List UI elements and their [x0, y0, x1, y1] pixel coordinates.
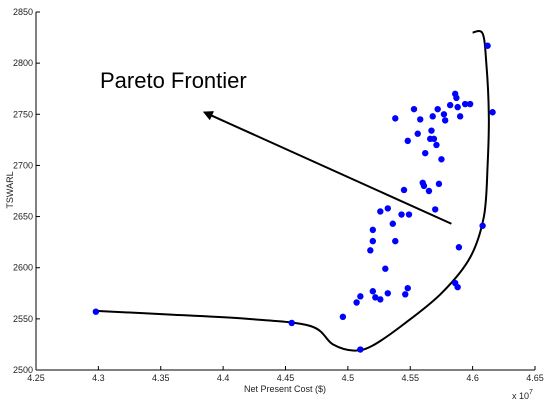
data-point	[367, 247, 374, 254]
data-point	[456, 113, 464, 120]
data-point	[372, 294, 379, 301]
data-point	[417, 116, 424, 123]
data-point	[429, 113, 436, 120]
y-tick-label: 2700	[13, 160, 33, 170]
data-point	[433, 141, 440, 149]
data-point	[441, 117, 449, 124]
x-tick-label: 4.5	[342, 373, 355, 383]
x-tick-label: 4.4	[217, 373, 230, 383]
data-point	[400, 186, 408, 194]
data-point	[461, 100, 469, 108]
y-tick-label: 2800	[13, 58, 33, 68]
data-point	[410, 105, 418, 113]
data-point	[392, 237, 399, 245]
data-point	[384, 205, 391, 212]
data-point	[369, 237, 377, 245]
x-multiplier-base: x 10	[512, 391, 529, 401]
x-axis-multiplier: x 107	[512, 389, 533, 401]
data-point	[454, 103, 461, 111]
data-point	[357, 346, 364, 353]
data-point	[453, 94, 460, 102]
data-point	[435, 180, 443, 188]
data-point	[92, 308, 100, 315]
annotation-arrow	[202, 111, 452, 225]
data-point	[454, 283, 461, 291]
data-point	[432, 206, 439, 213]
y-tick-label: 2650	[13, 212, 33, 222]
data-point	[369, 226, 377, 234]
data-point	[420, 182, 428, 190]
data-point	[404, 284, 411, 292]
data-point	[382, 265, 389, 272]
data-point	[414, 130, 421, 137]
x-tick-label: 4.25	[27, 373, 45, 383]
data-point	[339, 313, 347, 321]
data-point	[404, 137, 411, 145]
x-tick-label: 4.3	[92, 373, 105, 383]
data-point	[389, 220, 396, 227]
y-axis-label: TSWARL	[5, 171, 15, 208]
data-point	[434, 105, 441, 113]
data-point	[430, 135, 438, 143]
data-point	[377, 208, 384, 215]
data-point	[440, 111, 448, 118]
data-point	[405, 211, 413, 218]
x-tick-label: 4.65	[526, 373, 544, 383]
data-point	[466, 100, 474, 108]
data-point	[446, 101, 454, 109]
pareto-frontier-curve	[93, 29, 490, 352]
x-tick-label: 4.6	[466, 373, 479, 383]
data-point	[384, 290, 391, 297]
data-point	[357, 293, 364, 300]
data-point	[353, 299, 360, 306]
x-axis-label: Net Present Cost ($)	[244, 384, 326, 394]
data-point	[369, 288, 377, 295]
data-point	[479, 222, 486, 229]
data-point	[398, 211, 405, 218]
data-point	[422, 149, 429, 157]
y-tick-label: 2500	[13, 365, 33, 375]
x-tick-label: 4.35	[152, 373, 170, 383]
x-tick-label: 4.45	[277, 373, 295, 383]
y-tick-label: 2750	[13, 109, 33, 119]
data-point	[377, 296, 384, 303]
annotation-label: Pareto Frontier	[100, 68, 247, 93]
data-point	[392, 115, 399, 122]
data-point	[428, 127, 435, 134]
x-tick-label: 4.55	[401, 373, 419, 383]
data-point	[402, 291, 409, 298]
y-tick-label: 2850	[13, 7, 33, 17]
data-point	[425, 187, 433, 195]
data-point	[438, 156, 445, 163]
data-point	[489, 109, 496, 116]
data-point	[484, 42, 491, 49]
x-multiplier-exponent: 7	[529, 389, 533, 396]
data-point	[455, 244, 463, 251]
y-tick-label: 2550	[13, 314, 33, 324]
y-tick-label: 2600	[13, 263, 33, 273]
data-point	[288, 319, 295, 327]
